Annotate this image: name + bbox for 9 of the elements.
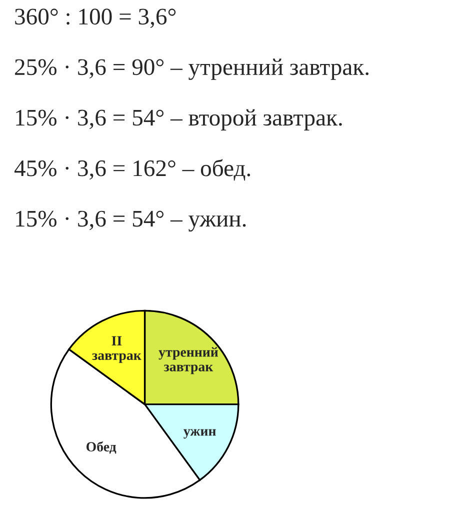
text: 15% · 3,6 = 54° – ужин. [16, 210, 246, 232]
slice-label: II завтрак [92, 336, 142, 363]
text: 15% · 3,6 = 54° – второй завтрак. [16, 109, 342, 130]
text: 25% · 3,6 = 90° – утренний завтрак. [15, 58, 368, 80]
text: 360° : 100 = 3,6° [15, 8, 176, 28]
text: 45% · 3,6 = 162° – обед. [14, 159, 250, 181]
slice-label: ужин [184, 429, 216, 439]
slice-label: Обед [86, 441, 116, 454]
slice-label: утренний завтрак [158, 347, 218, 374]
